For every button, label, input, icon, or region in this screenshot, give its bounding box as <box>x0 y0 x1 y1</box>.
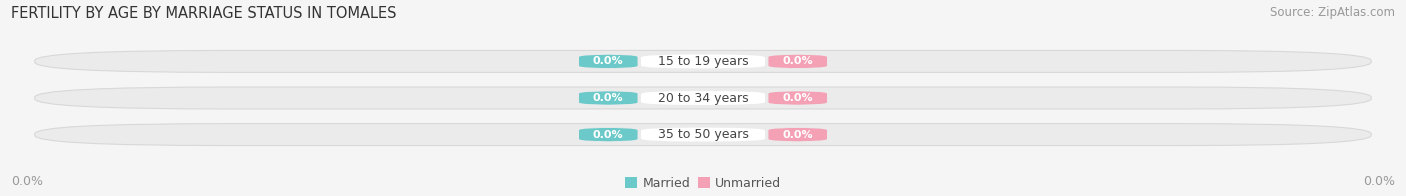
Text: 15 to 19 years: 15 to 19 years <box>658 55 748 68</box>
FancyBboxPatch shape <box>769 128 827 142</box>
FancyBboxPatch shape <box>35 124 1371 146</box>
FancyBboxPatch shape <box>579 54 637 68</box>
Text: 0.0%: 0.0% <box>593 56 624 66</box>
Text: 0.0%: 0.0% <box>11 175 44 188</box>
FancyBboxPatch shape <box>641 91 765 105</box>
Legend: Married, Unmarried: Married, Unmarried <box>624 177 782 190</box>
Text: FERTILITY BY AGE BY MARRIAGE STATUS IN TOMALES: FERTILITY BY AGE BY MARRIAGE STATUS IN T… <box>11 6 396 21</box>
FancyBboxPatch shape <box>641 128 765 142</box>
FancyBboxPatch shape <box>35 87 1371 109</box>
Text: 0.0%: 0.0% <box>782 130 813 140</box>
Text: 20 to 34 years: 20 to 34 years <box>658 92 748 104</box>
Text: 0.0%: 0.0% <box>782 56 813 66</box>
Text: 0.0%: 0.0% <box>1362 175 1395 188</box>
FancyBboxPatch shape <box>35 50 1371 72</box>
Text: Source: ZipAtlas.com: Source: ZipAtlas.com <box>1270 6 1395 19</box>
Text: 0.0%: 0.0% <box>782 93 813 103</box>
Text: 0.0%: 0.0% <box>593 93 624 103</box>
FancyBboxPatch shape <box>579 91 637 105</box>
Text: 0.0%: 0.0% <box>593 130 624 140</box>
FancyBboxPatch shape <box>769 54 827 68</box>
FancyBboxPatch shape <box>579 128 637 142</box>
Text: 35 to 50 years: 35 to 50 years <box>658 128 748 141</box>
FancyBboxPatch shape <box>641 54 765 68</box>
FancyBboxPatch shape <box>769 91 827 105</box>
